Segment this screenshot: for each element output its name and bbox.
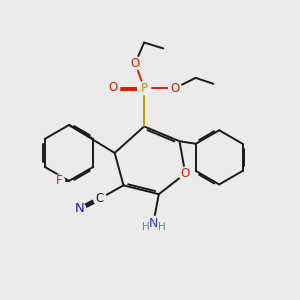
Circle shape (94, 192, 106, 205)
Text: C: C (96, 192, 104, 205)
Text: H: H (158, 222, 166, 233)
Text: P: P (141, 82, 148, 95)
Text: O: O (108, 81, 117, 94)
Circle shape (107, 82, 120, 94)
Circle shape (73, 202, 86, 215)
Circle shape (169, 82, 182, 94)
Text: F: F (56, 174, 62, 188)
Text: N: N (74, 202, 84, 215)
Text: N: N (149, 217, 158, 230)
Circle shape (129, 57, 142, 70)
Circle shape (138, 82, 151, 94)
Circle shape (144, 216, 162, 234)
Text: O: O (170, 82, 180, 95)
Text: O: O (131, 57, 140, 70)
Text: H: H (142, 222, 149, 233)
Circle shape (53, 175, 64, 187)
Circle shape (179, 167, 192, 180)
Text: O: O (181, 167, 190, 180)
